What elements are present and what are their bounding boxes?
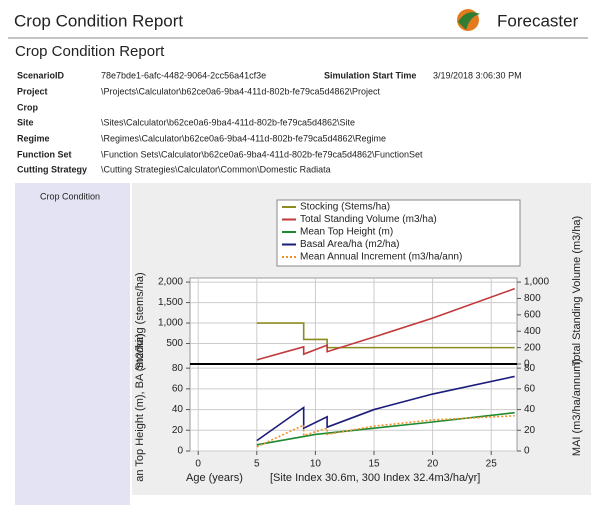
- y2-tick-label: 60: [524, 383, 536, 394]
- field-value: \Function Sets\Calculator\b62ce0a6-9ba4-…: [101, 149, 423, 159]
- x-axis-note: [Site Index 30.6m, 300 Index 32.4m3/ha/y…: [270, 472, 480, 484]
- y2-tick-label: 20: [524, 425, 536, 436]
- y2-tick-label: 600: [524, 309, 541, 320]
- legend-label: Mean Top Height (m): [300, 227, 393, 238]
- field-label: Function Set: [17, 149, 72, 159]
- y-axis-label: an Top Height (m), BA (m2/ha): [134, 333, 146, 481]
- series-line: [256, 414, 515, 448]
- y-tick-label: 0: [177, 446, 183, 457]
- x-axis-label: Age (years): [186, 472, 243, 484]
- series-line: [256, 322, 515, 349]
- y2-axis-label: Total Standing Volume (m3/ha): [571, 216, 583, 366]
- y2-tick-label: 0: [524, 446, 530, 457]
- y2-tick-label: 1,000: [524, 277, 549, 288]
- series-line: [256, 287, 515, 361]
- y-tick-label: 500: [166, 338, 183, 349]
- y2-tick-label: 400: [524, 326, 541, 337]
- field-label: Simulation Start Time: [324, 70, 416, 80]
- x-tick-label: 25: [486, 459, 498, 470]
- report-title: Crop Condition Report: [15, 43, 165, 60]
- y2-tick-label: 800: [524, 293, 541, 304]
- series-line: [256, 411, 515, 446]
- y-tick-label: 1,000: [158, 318, 183, 329]
- legend-box: [276, 199, 521, 267]
- y-tick-label: 40: [172, 404, 184, 415]
- field-value: \Regimes\Calculator\b62ce0a6-9ba4-411d-8…: [101, 133, 386, 143]
- x-tick-label: 20: [427, 459, 439, 470]
- series-line: [256, 375, 515, 442]
- plot-area: [189, 277, 518, 365]
- logo-leaf: [458, 12, 480, 30]
- field-value: 3/19/2018 3:06:30 PM: [433, 70, 522, 80]
- y2-tick-label: 0: [524, 359, 530, 370]
- x-tick-label: 5: [254, 459, 260, 470]
- header-title: Crop Condition Report: [14, 11, 183, 30]
- field-label: Regime: [17, 133, 50, 143]
- field-label: Cutting Strategy: [17, 164, 87, 174]
- field-label: Site: [17, 117, 34, 127]
- x-tick-label: 10: [310, 459, 322, 470]
- y-tick-label: 2,000: [158, 277, 183, 288]
- y-tick-label: 80: [172, 363, 184, 374]
- field-value: \Projects\Calculator\b62ce0a6-9ba4-411d-…: [101, 86, 381, 96]
- legend-label: Total Standing Volume (m3/ha): [300, 214, 437, 225]
- y-tick-label: 60: [172, 383, 184, 394]
- y2-axis-label: MAI (m3/ha/annum): [571, 359, 583, 456]
- x-tick-label: 0: [195, 459, 201, 470]
- y2-tick-label: 40: [524, 404, 536, 415]
- y2-tick-label: 200: [524, 342, 541, 353]
- plot-area: [189, 363, 518, 452]
- legend-label: Mean Annual Increment (m3/ha/ann): [300, 252, 462, 263]
- field-value: \Sites\Calculator\b62ce0a6-9ba4-411d-802…: [101, 117, 355, 127]
- y-tick-label: 1,500: [158, 297, 183, 308]
- field-value: 78e7bde1-6afc-4482-9064-2cc56a41cf3e: [101, 70, 266, 80]
- y2-tick-label: 80: [524, 363, 536, 374]
- x-tick-label: 15: [368, 459, 380, 470]
- legend-label: Stocking (Stems/ha): [300, 202, 390, 213]
- field-label: ScenarioID: [17, 70, 65, 80]
- legend-label: Basal Area/ha (m2/ha): [300, 239, 400, 250]
- field-label: Project: [17, 86, 48, 96]
- sidebar: [15, 183, 130, 505]
- section-label: Crop Condition: [40, 191, 100, 201]
- field-label: Crop: [17, 102, 38, 112]
- y-tick-label: 20: [172, 425, 184, 436]
- field-value: \Cutting Strategies\Calculator\Common\Do…: [101, 164, 331, 174]
- brand: Forecaster: [497, 11, 579, 30]
- y-axis-label: Stocking (stems/ha): [134, 272, 146, 369]
